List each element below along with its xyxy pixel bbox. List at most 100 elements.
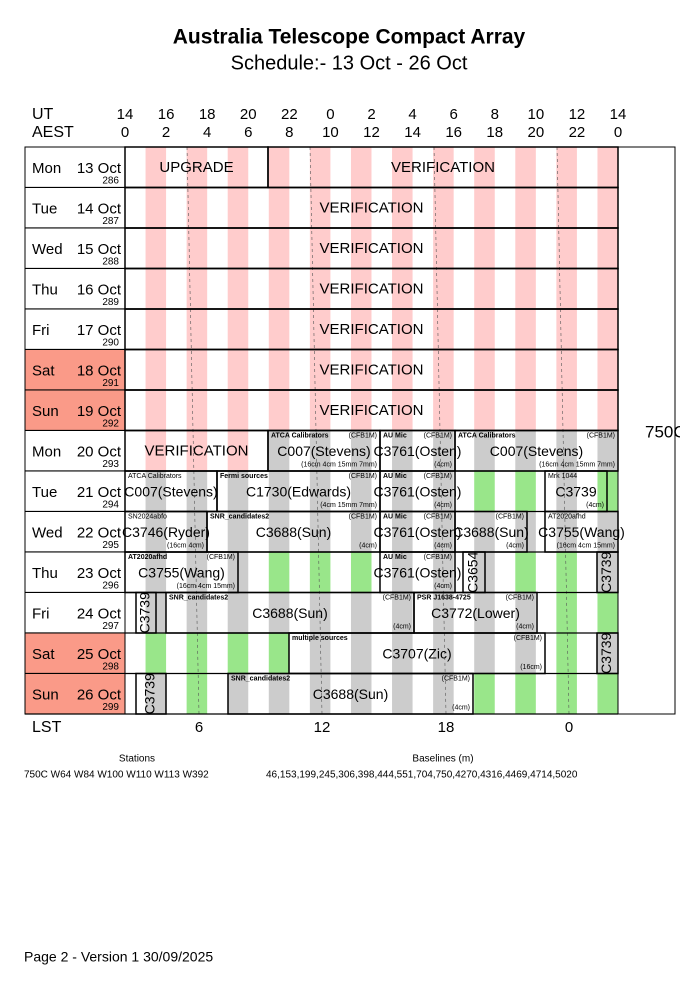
block-source: C3739 <box>555 484 596 500</box>
aest-tick: 14 <box>404 124 421 141</box>
day: Thu <box>32 565 58 582</box>
stations-label: Stations <box>119 754 155 765</box>
ut-tick: 16 <box>158 106 175 123</box>
block-source: C3755(Wang) <box>538 524 625 540</box>
hour-stripe <box>227 268 249 309</box>
block-source: C3761(Osten) <box>374 443 462 459</box>
day: Wed <box>32 241 63 258</box>
baselines-label: Baselines (m) <box>412 754 473 765</box>
hour-stripe <box>392 349 413 390</box>
block-config: (CFB1M) <box>207 554 235 561</box>
hour-stripe <box>186 673 208 714</box>
day: Thu <box>32 281 58 298</box>
hour-stripe <box>350 228 372 269</box>
day: Mon <box>32 443 61 460</box>
ut-tick: 18 <box>199 106 216 123</box>
day-number: 291 <box>102 378 119 389</box>
hour-stripe <box>515 552 536 593</box>
hour-stripe <box>474 187 495 228</box>
hour-stripe <box>268 471 290 512</box>
hour-stripe <box>433 390 454 431</box>
day: Sat <box>32 646 55 663</box>
hour-stripe <box>186 268 208 309</box>
hour-stripe <box>350 592 372 633</box>
hour-stripe <box>433 309 454 350</box>
hour-stripe <box>515 633 536 674</box>
hour-stripe <box>309 552 331 593</box>
day-number: 297 <box>102 621 119 632</box>
hour-stripe <box>556 471 577 512</box>
hour-stripe <box>556 633 577 674</box>
schedule-block <box>454 510 528 553</box>
block-bands: (4cm 15mm 7mm) <box>320 502 377 509</box>
hour-stripe <box>145 471 167 512</box>
hour-stripe <box>392 471 413 512</box>
block-bands: (4cm) <box>434 542 452 549</box>
aest-tick: 6 <box>244 124 252 141</box>
date: 19 Oct <box>77 403 122 420</box>
day: Mon <box>32 160 61 177</box>
hour-stripe <box>268 673 290 714</box>
block-project: SNR_candidates2 <box>169 594 228 601</box>
hour-stripe <box>227 633 249 674</box>
hour-stripe <box>350 187 372 228</box>
schedule-block <box>135 591 157 634</box>
hour-stripe <box>433 268 454 309</box>
hour-stripe <box>433 511 454 552</box>
day-number: 290 <box>102 338 119 349</box>
hour-stripe <box>433 349 454 390</box>
hour-stripe <box>556 511 577 552</box>
ut-tick: 6 <box>449 106 457 123</box>
hour-stripe <box>556 349 577 390</box>
hour-stripe <box>145 552 167 593</box>
block-source: C007(Stevens) <box>277 443 370 459</box>
day-cell <box>24 470 126 512</box>
aest-tick: 16 <box>445 124 462 141</box>
hour-stripe <box>392 673 413 714</box>
block-project: PSR J1638-4725 <box>417 594 471 601</box>
hour-stripe <box>186 309 208 350</box>
hour-stripe <box>186 187 208 228</box>
day-number: 294 <box>102 500 119 511</box>
hour-stripe <box>227 430 249 471</box>
hour-stripe <box>556 147 577 188</box>
hour-stripe <box>227 673 249 714</box>
hour-stripe <box>515 390 536 431</box>
hour-stripe <box>392 552 413 593</box>
date: 23 Oct <box>77 565 122 582</box>
block-project: ATCA Calibrators <box>271 432 329 439</box>
hour-stripe <box>186 430 208 471</box>
hour-stripe <box>515 268 536 309</box>
hour-stripe <box>309 633 331 674</box>
hour-stripe <box>268 309 290 350</box>
title: Australia Telescope Compact Array <box>173 26 526 49</box>
schedule-block <box>454 429 619 472</box>
block-source: VERIFICATION <box>320 361 424 378</box>
hour-stripe <box>268 147 290 188</box>
date: 20 Oct <box>77 443 122 460</box>
date: 22 Oct <box>77 524 122 541</box>
block-source: VERIFICATION <box>391 159 495 176</box>
hour-stripe <box>268 552 290 593</box>
hour-stripe <box>186 390 208 431</box>
lst-label: LST <box>32 719 62 736</box>
hour-stripe <box>350 349 372 390</box>
hour-stripe <box>186 471 208 512</box>
hour-stripe <box>474 309 495 350</box>
lst-tick: 0 <box>565 719 573 736</box>
date: 13 Oct <box>77 160 122 177</box>
block-source: C007(Stevens) <box>124 484 217 500</box>
hour-stripe <box>309 268 331 309</box>
day-number: 286 <box>102 176 119 187</box>
day-number: 299 <box>102 702 119 713</box>
day-cell <box>24 511 126 553</box>
block-config: (CFB1M) <box>383 594 411 601</box>
day-cell <box>24 389 126 431</box>
hour-stripe <box>268 430 290 471</box>
hour-stripe <box>433 147 454 188</box>
ut-tick: 14 <box>117 106 134 123</box>
hour-stripe <box>597 187 618 228</box>
hour-stripe <box>350 309 372 350</box>
date: 25 Oct <box>77 646 122 663</box>
